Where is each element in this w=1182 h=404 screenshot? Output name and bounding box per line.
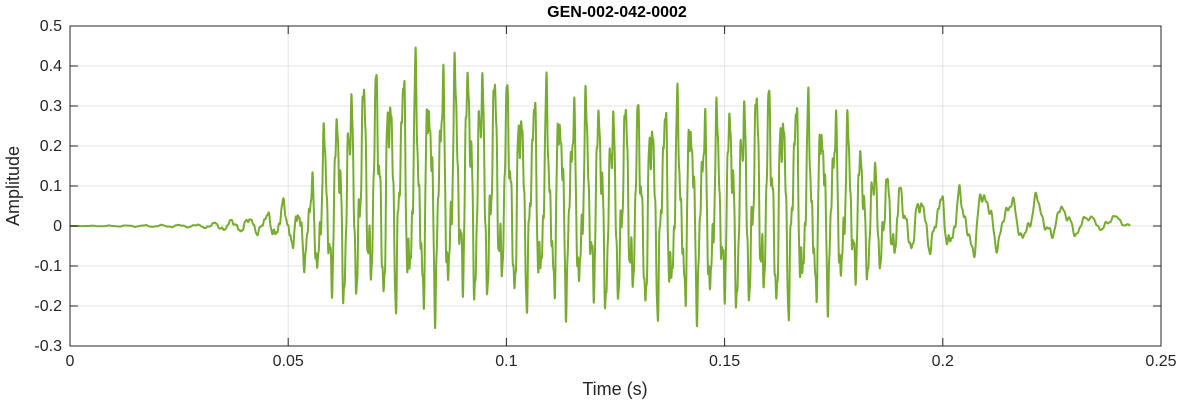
y-tick-label: 0.1 bbox=[40, 178, 62, 195]
y-axis: -0.3 -0.2 -0.1 0 0.1 0.2 0.3 0.4 0.5 bbox=[34, 18, 1161, 355]
x-axis: 0 0.05 0.1 0.15 0.2 0.25 bbox=[66, 26, 1177, 370]
y-tick-label: -0.3 bbox=[34, 338, 62, 355]
y-tick-label: 0 bbox=[53, 218, 62, 235]
chart-title: GEN-002-042-0002 bbox=[547, 4, 687, 21]
x-tick-label: 0.05 bbox=[273, 353, 304, 370]
x-tick-label: 0.15 bbox=[709, 353, 740, 370]
x-tick-label: 0.2 bbox=[932, 353, 954, 370]
y-tick-label: -0.1 bbox=[34, 258, 62, 275]
plot-area bbox=[70, 46, 1132, 330]
y-tick-label: 0.5 bbox=[40, 18, 62, 35]
x-tick-label: 0.25 bbox=[1145, 353, 1176, 370]
y-tick-label: -0.2 bbox=[34, 298, 62, 315]
y-tick-label: 0.4 bbox=[40, 58, 62, 75]
series-line bbox=[70, 46, 1132, 330]
x-tick-label: 0.1 bbox=[495, 353, 517, 370]
x-axis-label: Time (s) bbox=[582, 379, 647, 399]
x-tick-label: 0 bbox=[66, 353, 75, 370]
y-tick-label: 0.3 bbox=[40, 98, 62, 115]
y-axis-label: Amplitude bbox=[3, 146, 23, 226]
y-tick-label: 0.2 bbox=[40, 138, 62, 155]
